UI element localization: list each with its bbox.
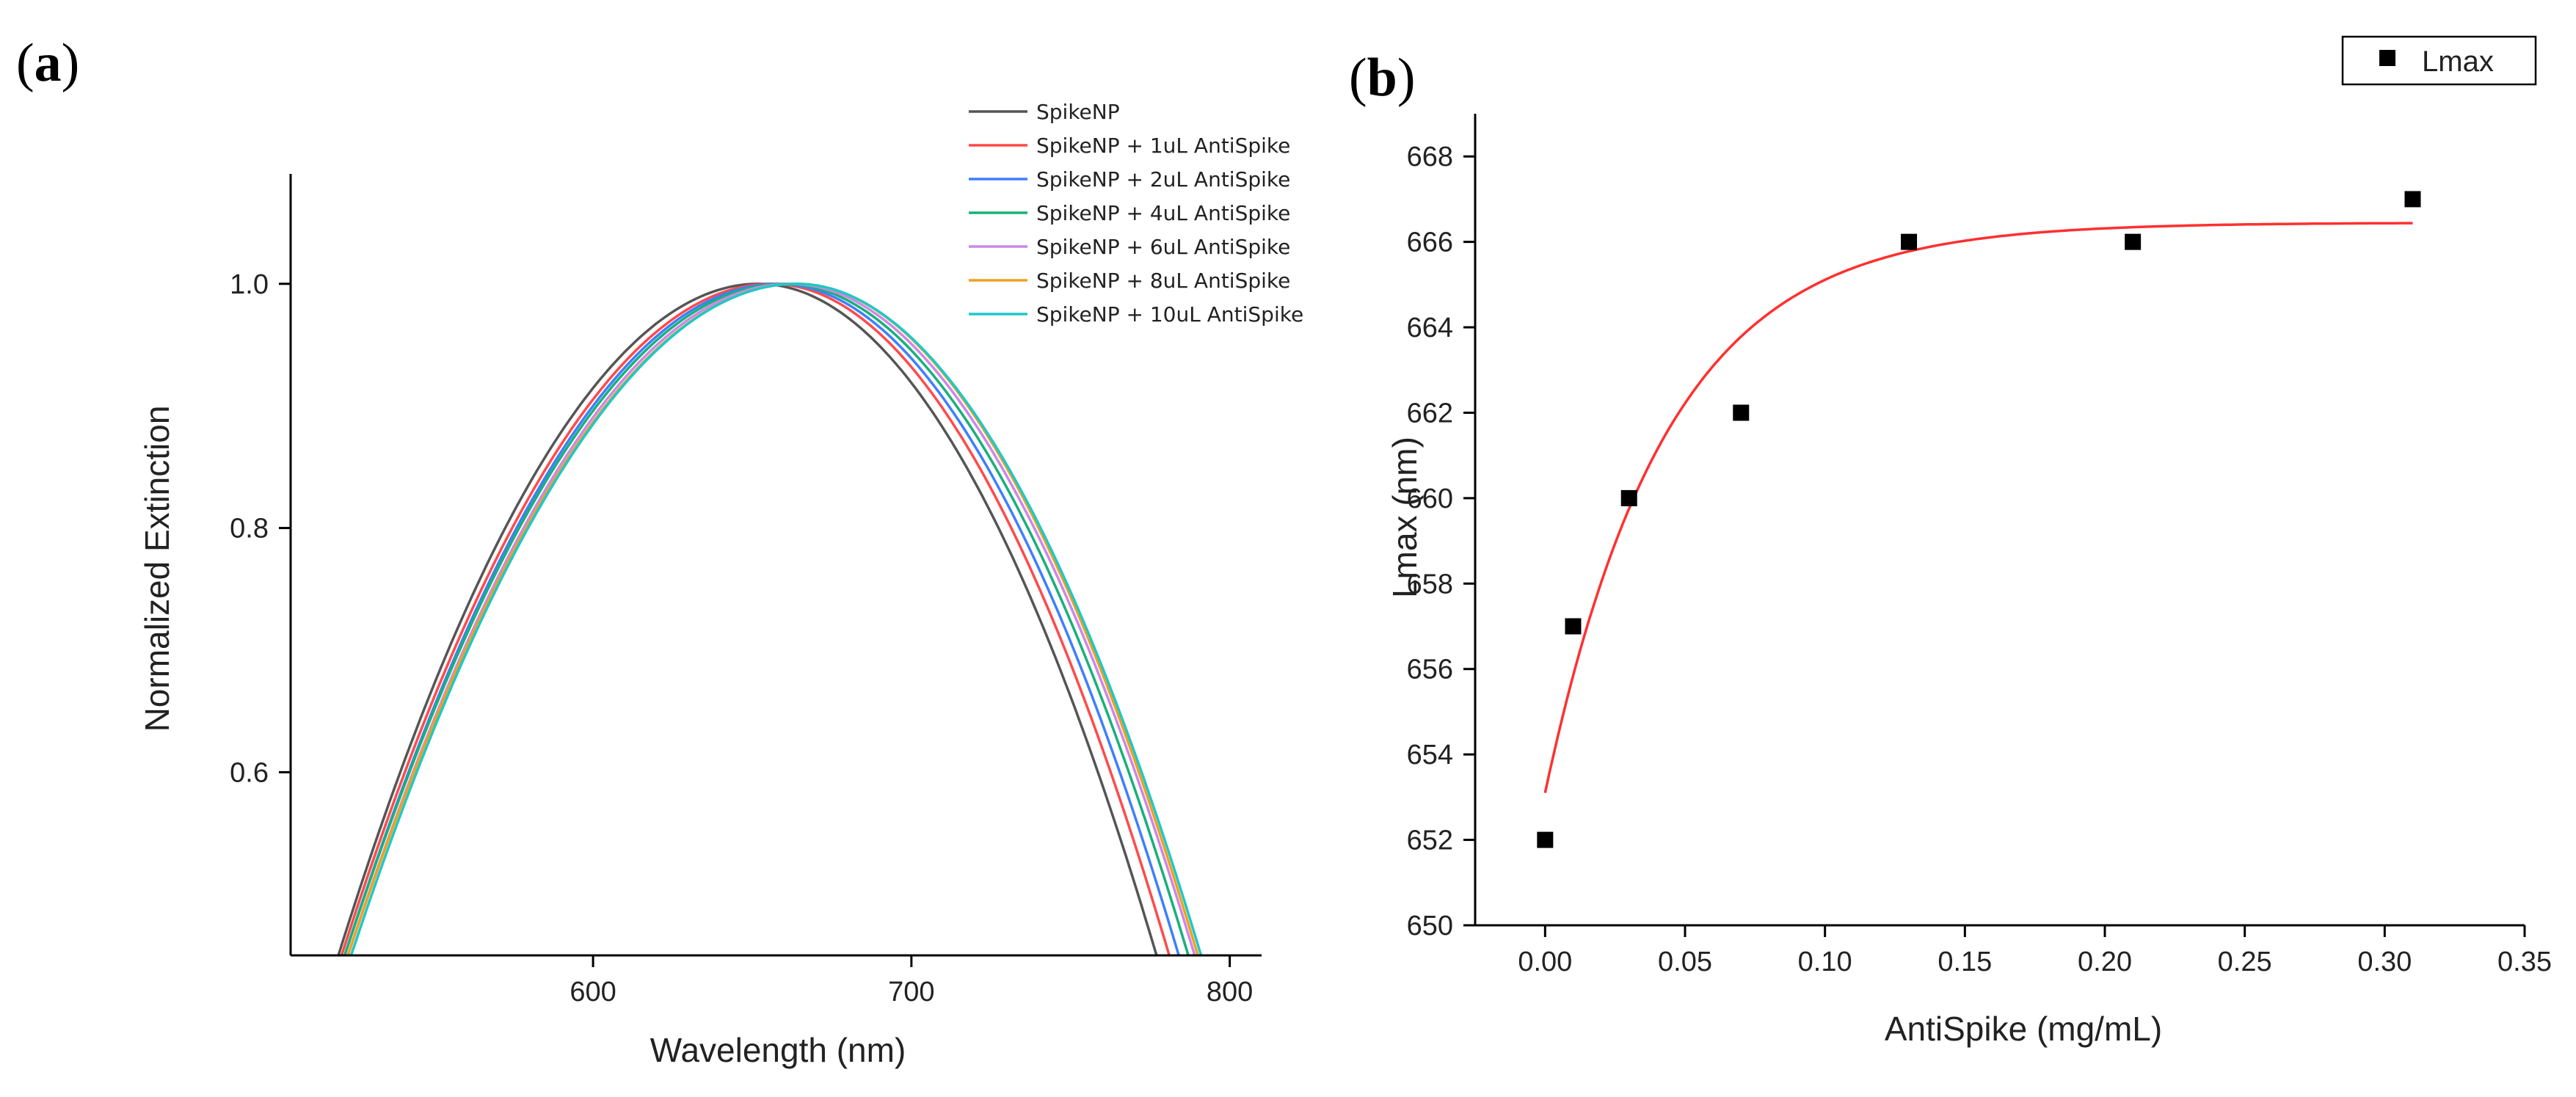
a-legend-label: SpikeNP + 8uL AntiSpike (1036, 269, 1290, 293)
panel-b-legend-marker (2379, 50, 2395, 66)
panel-b-legend-box (2341, 35, 2537, 86)
panel-a: (a) 600 700 800 0.6 0.8 1.0 Normalized Extinc… (16, 33, 1303, 1069)
b-xtick-label: 0.30 (2357, 947, 2412, 977)
b-ytick-label: 662 (1407, 398, 1453, 429)
panel-b-legend: Lmax (2341, 35, 2537, 86)
b-data-point (1901, 233, 1918, 250)
a-xtick-label: 600 (570, 977, 616, 1007)
a-series-line (349, 283, 1203, 956)
a-legend-label: SpikeNP + 1uL AntiSpike (1036, 134, 1290, 158)
panel-b-ylabel: Lmax (nm) (1386, 437, 1424, 598)
a-series-line (340, 283, 1171, 956)
panel-b-label: (b) (1349, 48, 1415, 108)
b-ytick-label: 664 (1407, 313, 1453, 343)
b-data-point (1620, 489, 1637, 506)
a-legend-label: SpikeNP (1036, 100, 1120, 124)
panel-b-fit (1543, 222, 2413, 793)
a-ytick-label: 1.0 (230, 269, 269, 300)
panel-b-xlabel: AntiSpike (mg/mL) (1885, 1010, 2162, 1048)
b-ytick-label: 656 (1407, 655, 1453, 685)
a-xtick-label: 800 (1207, 977, 1253, 1007)
b-data-point (1733, 404, 1750, 421)
panel-b-legend-label: Lmax (2422, 45, 2494, 78)
panel-a-legend: SpikeNP SpikeNP + 1uL AntiSpike SpikeNP + … (969, 100, 1303, 327)
panel-a-xlabel: Wavelength (nm) (650, 1031, 906, 1069)
b-xtick-label: 0.35 (2497, 947, 2552, 977)
b-ytick-label: 658 (1407, 569, 1453, 599)
panel-a-label: (a) (16, 33, 79, 93)
a-series-line (337, 283, 1158, 956)
a-ytick-label: 0.8 (230, 514, 269, 544)
b-xtick-label: 0.15 (1938, 947, 1992, 977)
b-data-point (2404, 191, 2421, 208)
b-xtick-label: 0.25 (2218, 947, 2272, 977)
panel-a-ticks: 600 700 800 0.6 0.8 1.0 (230, 269, 1253, 1007)
panel-a-ylabel: Normalized Extinction (138, 406, 176, 732)
a-legend-label: SpikeNP + 10uL AntiSpike (1036, 302, 1303, 327)
a-legend-label: SpikeNP + 6uL AntiSpike (1036, 235, 1290, 259)
b-data-point (2125, 233, 2142, 250)
b-ytick-label: 668 (1407, 142, 1453, 172)
a-ytick-label: 0.6 (230, 757, 269, 788)
panel-a-curves (337, 283, 1203, 956)
b-ytick-label: 650 (1407, 911, 1453, 941)
a-xtick-label: 700 (888, 977, 934, 1007)
b-data-point (1565, 618, 1582, 635)
a-legend-label: SpikeNP + 2uL AntiSpike (1036, 167, 1290, 192)
a-legend-label: SpikeNP + 4uL AntiSpike (1036, 201, 1290, 225)
b-ytick-label: 660 (1407, 484, 1453, 514)
b-ytick-label: 666 (1407, 227, 1453, 258)
panel-b: (b) 0.00 0.05 0.10 0.15 0.20 0.25 0.30 0.35 650 6… (1349, 35, 2552, 1048)
b-xtick-label: 0.20 (2078, 947, 2132, 977)
b-xtick-label: 0.00 (1518, 947, 1572, 977)
panel-b-ticks: 0.00 0.05 0.10 0.15 0.20 0.25 0.30 0.35 650 652 65… (1407, 142, 2552, 977)
b-ytick-label: 652 (1407, 826, 1453, 856)
b-data-point (1537, 831, 1554, 848)
a-series-line (346, 283, 1196, 956)
b-ytick-label: 654 (1407, 740, 1453, 770)
b-xtick-label: 0.10 (1798, 947, 1852, 977)
panel-b-points (1537, 191, 2421, 848)
b-fit-line (1543, 222, 2413, 793)
b-xtick-label: 0.05 (1658, 947, 1712, 977)
